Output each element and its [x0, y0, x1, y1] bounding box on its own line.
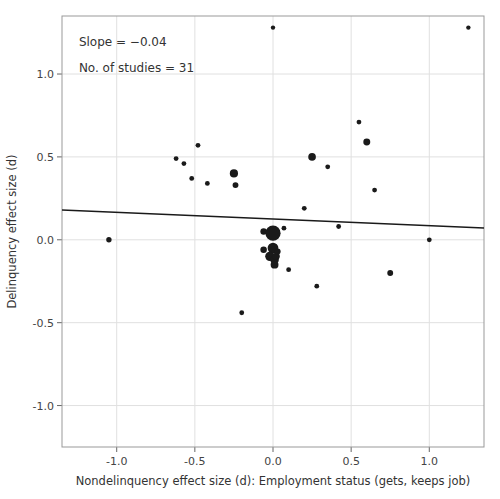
- y-tick: [57, 239, 62, 240]
- point: [230, 169, 238, 177]
- x-tick: [351, 447, 352, 452]
- annotation: No. of studies = 31: [79, 61, 194, 75]
- x-tick-label: -1.0: [106, 455, 127, 468]
- x-grid-line: [429, 16, 430, 447]
- y-tick: [57, 405, 62, 406]
- point: [357, 120, 362, 125]
- point: [265, 226, 280, 241]
- y-grid-line: [62, 156, 484, 157]
- x-tick: [194, 447, 195, 452]
- data-layer: [62, 25, 484, 315]
- point: [196, 143, 201, 148]
- point: [308, 153, 316, 161]
- point: [275, 248, 281, 254]
- annotation: Slope = −0.04: [79, 35, 167, 49]
- x-axis-label: Nondelinquency effect size (d): Employme…: [76, 474, 471, 488]
- y-axis-label: Delinquency effect size (d): [5, 154, 19, 308]
- x-tick-label: 0.5: [342, 455, 360, 468]
- x-grid-line: [194, 16, 195, 447]
- x-tick-label: -0.5: [184, 455, 205, 468]
- y-tick-label: -1.0: [33, 400, 54, 413]
- point: [205, 181, 210, 186]
- y-grid-line: [62, 405, 484, 406]
- y-tick-label: 0.0: [37, 234, 55, 247]
- point: [282, 226, 287, 231]
- point: [271, 25, 275, 29]
- point: [427, 237, 432, 242]
- y-tick-label: -0.5: [33, 317, 54, 330]
- point: [302, 206, 307, 211]
- point: [363, 139, 370, 146]
- y-grid-line: [62, 322, 484, 323]
- regression-line: [62, 210, 484, 228]
- point: [182, 161, 187, 166]
- point: [174, 156, 179, 161]
- point: [336, 224, 341, 229]
- point: [239, 310, 244, 315]
- point: [233, 182, 239, 188]
- point: [189, 176, 194, 181]
- point: [286, 267, 291, 272]
- point: [325, 164, 330, 169]
- x-grid-line: [351, 16, 352, 447]
- plot-frame: [62, 16, 484, 447]
- x-tick: [273, 447, 274, 452]
- x-tick: [116, 447, 117, 452]
- x-tick-label: 1.0: [421, 455, 439, 468]
- x-grid-line: [116, 16, 117, 447]
- y-tick-label: 1.0: [37, 68, 55, 81]
- point: [314, 284, 319, 289]
- chart: -1.0 -0.5 0.0 0.5 1.0 -1.0 -0.5 0.0 0.5 1.0 Slope …: [0, 0, 500, 499]
- point: [106, 237, 111, 242]
- point: [466, 25, 470, 29]
- point: [387, 270, 393, 276]
- point: [260, 246, 267, 253]
- point: [271, 261, 279, 269]
- y-tick: [57, 156, 62, 157]
- x-tick: [429, 447, 430, 452]
- y-tick-label: 0.5: [37, 151, 55, 164]
- x-tick-label: 0.0: [264, 455, 282, 468]
- grid: [62, 16, 484, 447]
- point: [372, 188, 377, 193]
- plot-background: [62, 16, 484, 447]
- y-tick: [57, 322, 62, 323]
- y-tick: [57, 74, 62, 75]
